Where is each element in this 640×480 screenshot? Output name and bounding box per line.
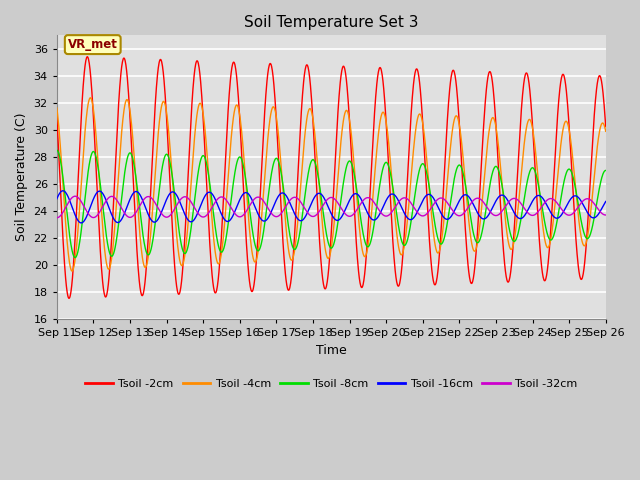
- Y-axis label: Soil Temperature (C): Soil Temperature (C): [15, 113, 28, 241]
- Title: Soil Temperature Set 3: Soil Temperature Set 3: [244, 15, 419, 30]
- X-axis label: Time: Time: [316, 344, 347, 357]
- Legend: Tsoil -2cm, Tsoil -4cm, Tsoil -8cm, Tsoil -16cm, Tsoil -32cm: Tsoil -2cm, Tsoil -4cm, Tsoil -8cm, Tsoi…: [81, 374, 582, 393]
- Text: VR_met: VR_met: [68, 38, 118, 51]
